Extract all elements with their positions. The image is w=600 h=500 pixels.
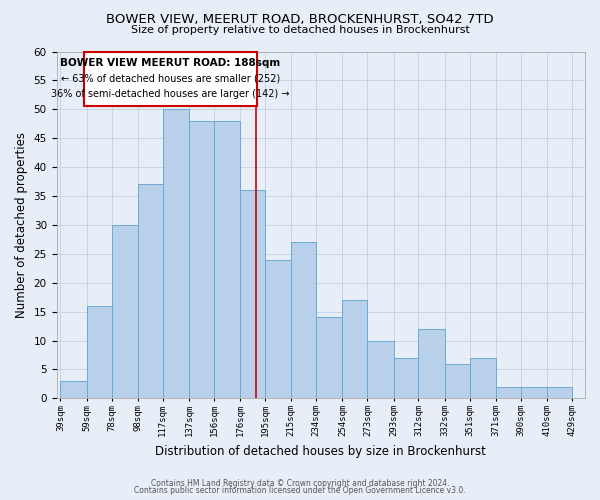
Bar xyxy=(214,121,240,398)
Bar xyxy=(445,364,470,398)
Bar xyxy=(112,225,138,398)
Text: BOWER VIEW MEERUT ROAD: 188sqm: BOWER VIEW MEERUT ROAD: 188sqm xyxy=(61,58,281,68)
X-axis label: Distribution of detached houses by size in Brockenhurst: Distribution of detached houses by size … xyxy=(155,444,486,458)
Bar xyxy=(163,110,189,399)
Bar xyxy=(240,190,265,398)
Text: ← 63% of detached houses are smaller (252): ← 63% of detached houses are smaller (25… xyxy=(61,74,280,84)
Bar xyxy=(138,184,163,398)
Bar xyxy=(521,387,547,398)
Text: Contains HM Land Registry data © Crown copyright and database right 2024.: Contains HM Land Registry data © Crown c… xyxy=(151,478,449,488)
Bar xyxy=(343,300,367,398)
Bar xyxy=(265,260,291,398)
Bar xyxy=(470,358,496,399)
Bar xyxy=(291,242,316,398)
Y-axis label: Number of detached properties: Number of detached properties xyxy=(15,132,28,318)
FancyBboxPatch shape xyxy=(84,52,257,106)
Bar xyxy=(189,121,214,398)
Bar xyxy=(547,387,572,398)
Bar xyxy=(496,387,521,398)
Text: Size of property relative to detached houses in Brockenhurst: Size of property relative to detached ho… xyxy=(131,25,469,35)
Text: BOWER VIEW, MEERUT ROAD, BROCKENHURST, SO42 7TD: BOWER VIEW, MEERUT ROAD, BROCKENHURST, S… xyxy=(106,12,494,26)
Text: Contains public sector information licensed under the Open Government Licence v3: Contains public sector information licen… xyxy=(134,486,466,495)
Bar xyxy=(418,329,445,398)
Bar xyxy=(367,340,394,398)
Bar xyxy=(316,318,343,398)
Bar xyxy=(86,306,112,398)
Bar xyxy=(61,381,86,398)
Bar xyxy=(394,358,418,399)
Text: 36% of semi-detached houses are larger (142) →: 36% of semi-detached houses are larger (… xyxy=(52,90,290,100)
